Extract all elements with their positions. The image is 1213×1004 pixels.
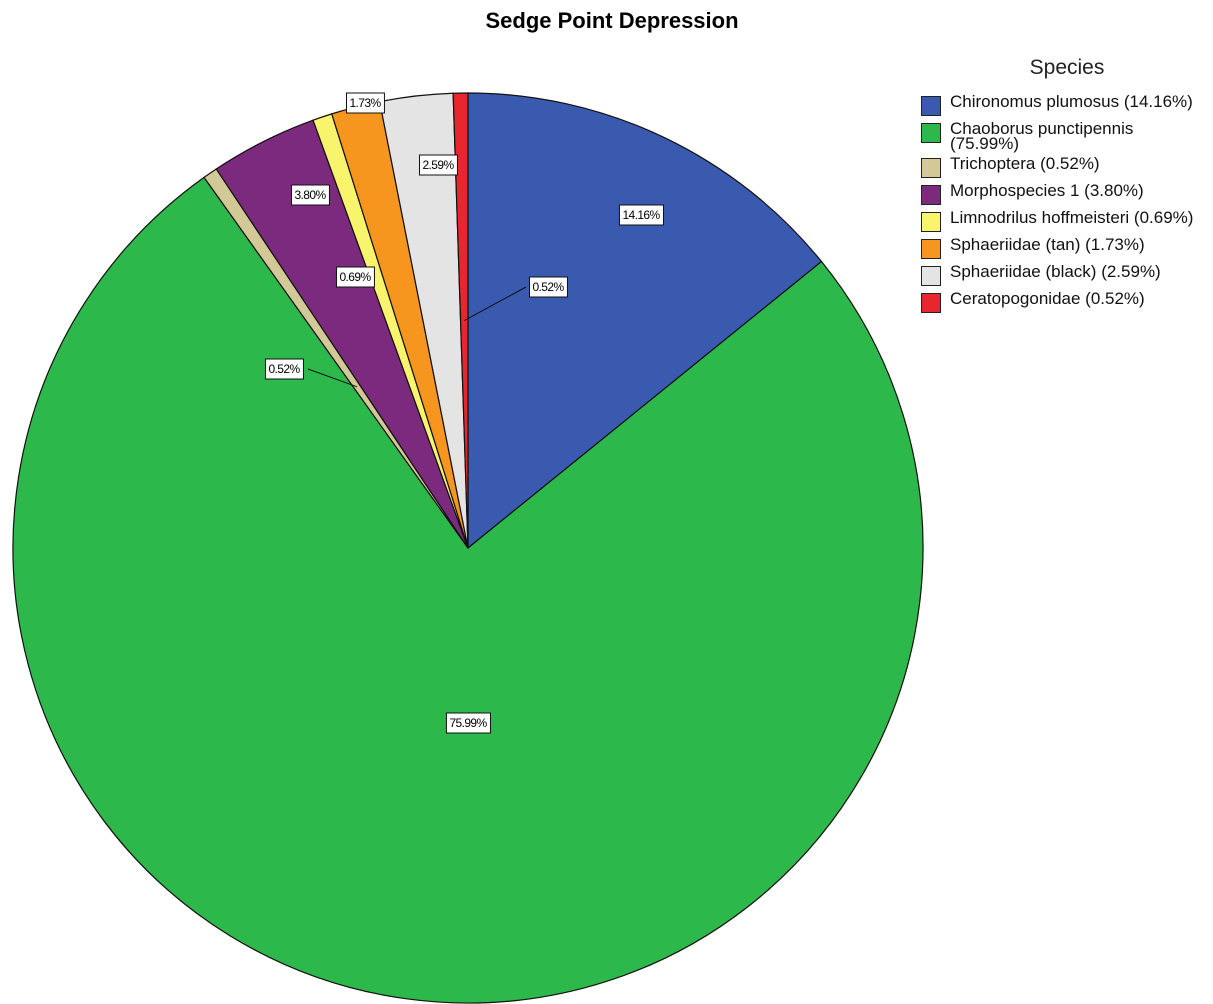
data-label-box bbox=[290, 184, 330, 206]
legend: Species Chironomus plumosus (14.16%) Chao… bbox=[921, 56, 1211, 318]
legend-label: Sphaeriidae (tan) (1.73%) bbox=[950, 235, 1145, 254]
data-label-box bbox=[345, 92, 385, 114]
data-label: 2.59% bbox=[422, 158, 454, 172]
legend-swatch bbox=[921, 123, 941, 143]
legend-label: Trichoptera (0.52%) bbox=[950, 154, 1100, 173]
legend-label: Morphospecies 1 (3.80%) bbox=[950, 181, 1144, 200]
data-label-group: 0.69% bbox=[335, 266, 375, 288]
legend-swatch bbox=[921, 239, 941, 259]
legend-label: Chaoborus punctipennis (75.99%) bbox=[950, 119, 1134, 153]
data-label-group: 1.73% bbox=[345, 92, 385, 114]
legend-item: Sphaeriidae (black) (2.59%) bbox=[921, 262, 1211, 286]
legend-item: Chironomus plumosus (14.16%) bbox=[921, 92, 1211, 116]
legend-swatch bbox=[921, 158, 941, 178]
data-label-group: 0.52% bbox=[528, 276, 568, 298]
chart-title: Sedge Point Depression bbox=[485, 8, 738, 33]
data-label-group: 2.59% bbox=[418, 154, 458, 176]
data-label: 1.73% bbox=[349, 96, 381, 110]
data-label-group: 75.99% bbox=[445, 712, 491, 734]
legend-item: Chaoborus punctipennis (75.99%) bbox=[921, 119, 1211, 153]
data-label: 3.80% bbox=[294, 188, 326, 202]
legend-title: Species bbox=[1029, 56, 1105, 79]
data-label: 75.99% bbox=[449, 716, 487, 730]
data-label: 0.52% bbox=[268, 362, 300, 376]
legend-item: Limnodrilus hoffmeisteri (0.69%) bbox=[921, 208, 1211, 232]
legend-swatch bbox=[921, 266, 941, 286]
data-label-group: 3.80% bbox=[290, 184, 330, 206]
legend-label: Sphaeriidae (black) (2.59%) bbox=[950, 262, 1161, 281]
legend-swatch bbox=[921, 293, 941, 313]
data-label: 0.52% bbox=[532, 280, 564, 294]
data-label-box bbox=[264, 358, 304, 380]
data-label-group: 14.16% bbox=[618, 204, 664, 226]
legend-item: Ceratopogonidae (0.52%) bbox=[921, 289, 1211, 313]
legend-item: Sphaeriidae (tan) (1.73%) bbox=[921, 235, 1211, 259]
data-label: 0.69% bbox=[339, 270, 371, 284]
pie-slice bbox=[452, 92, 469, 549]
data-label-box bbox=[528, 276, 568, 298]
data-label-box bbox=[445, 712, 491, 734]
pie-slice bbox=[467, 92, 823, 550]
data-label: 14.16% bbox=[622, 208, 660, 222]
legend-label: Chironomus plumosus (14.16%) bbox=[950, 92, 1193, 111]
legend-swatch bbox=[921, 185, 941, 205]
data-label-box bbox=[418, 154, 458, 176]
pie-slice bbox=[12, 176, 924, 1004]
leader-line bbox=[307, 368, 358, 388]
data-label-box bbox=[335, 266, 375, 288]
legend-item: Morphospecies 1 (3.80%) bbox=[921, 181, 1211, 205]
legend-swatch bbox=[921, 96, 941, 116]
legend-label: Limnodrilus hoffmeisteri (0.69%) bbox=[950, 208, 1194, 227]
legend-label: Ceratopogonidae (0.52%) bbox=[950, 289, 1145, 308]
leader-line bbox=[464, 286, 527, 321]
data-label-box bbox=[618, 204, 664, 226]
legend-swatch bbox=[921, 212, 941, 232]
legend-item: Trichoptera (0.52%) bbox=[921, 154, 1211, 178]
data-label-group: 0.52% bbox=[264, 358, 304, 380]
